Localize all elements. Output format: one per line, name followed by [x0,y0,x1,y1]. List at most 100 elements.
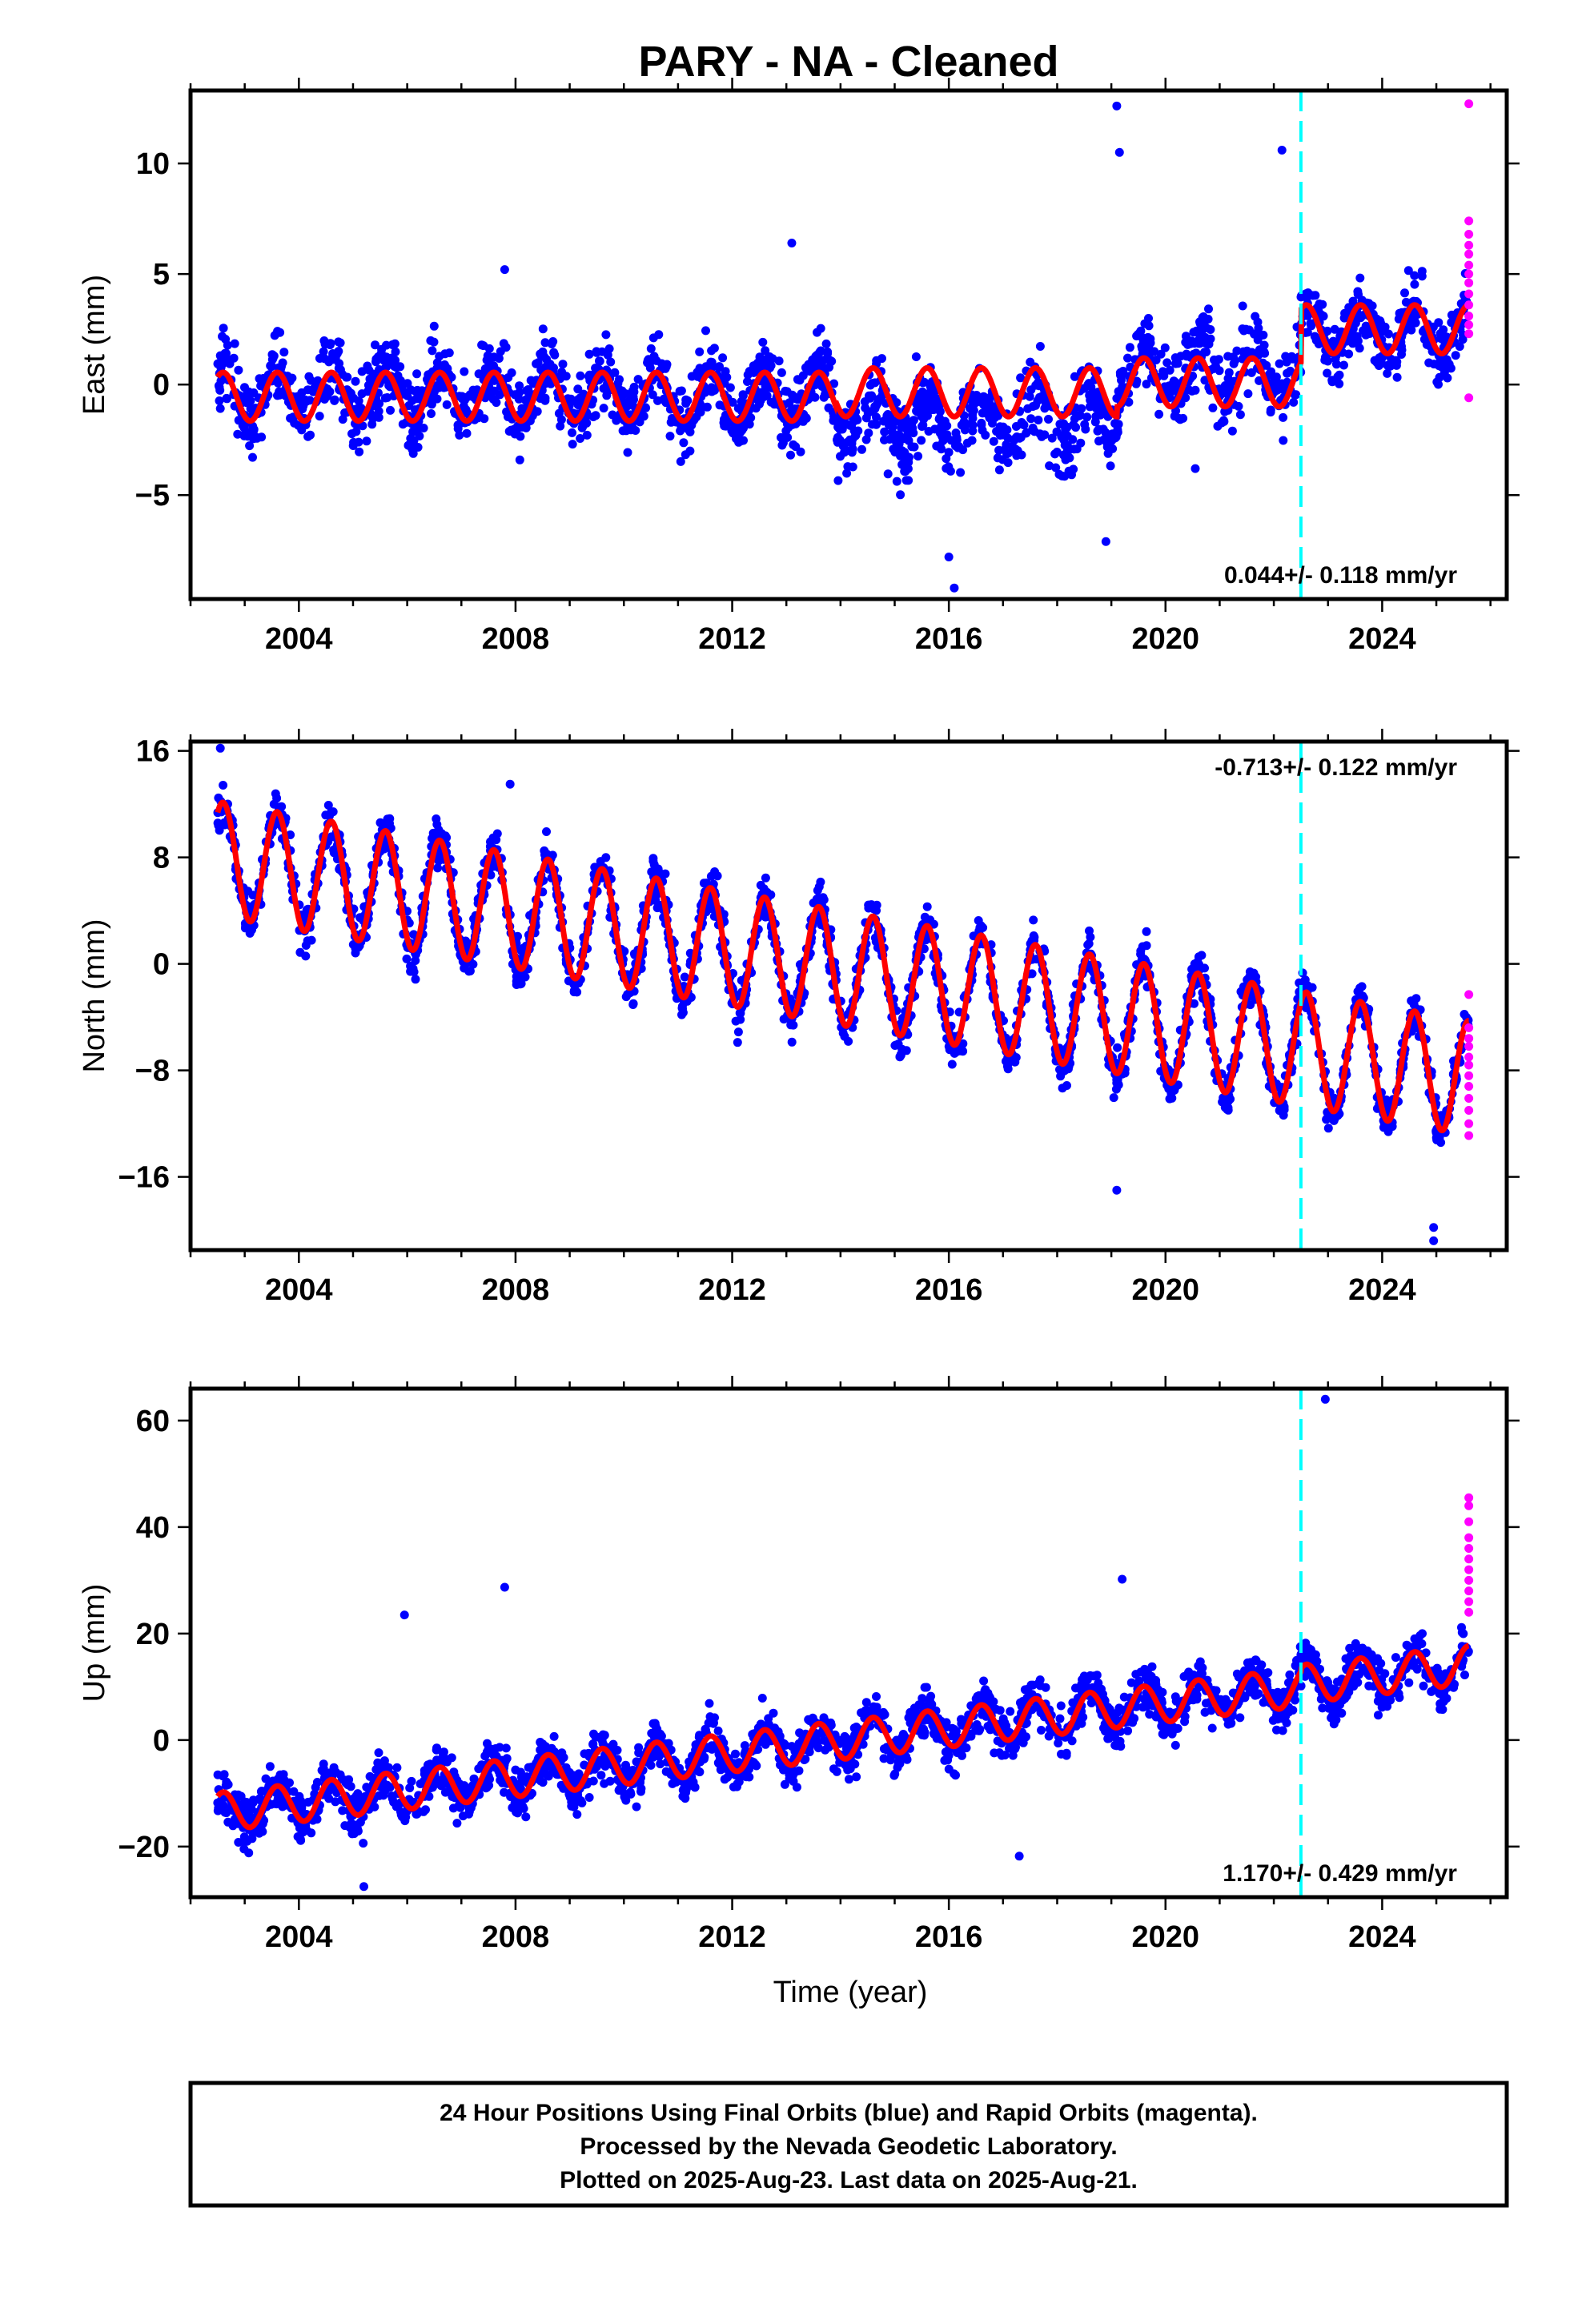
rapid-orbit-point [1464,1052,1474,1062]
data-point [215,385,225,395]
data-point [774,356,784,366]
data-point [1235,410,1245,420]
data-point [349,437,359,447]
data-point [695,347,705,356]
data-point [484,344,494,353]
data-point [608,410,617,420]
data-point [1458,335,1468,344]
data-point [911,352,921,361]
data-point [737,436,746,445]
y-tick-label: 0 [153,368,170,402]
data-point [897,460,907,469]
data-point [1170,412,1179,421]
data-point [1070,372,1079,381]
data-point [1417,267,1427,276]
rapid-orbit-point [1464,216,1474,226]
data-point [1003,1055,1012,1064]
data-point [845,435,855,444]
data-point [702,402,712,412]
data-point [326,339,335,348]
data-point [1353,289,1363,299]
data-point [626,425,636,435]
data-point [550,350,560,360]
x-tick-label: 2008 [482,622,550,656]
data-point [978,393,987,403]
data-point [1115,368,1125,377]
data-point [1254,324,1263,333]
data-point [386,405,395,415]
data-point [628,1000,638,1009]
data-point [1455,342,1464,352]
outlier-point [505,779,515,789]
data-point [623,448,632,457]
data-point [1052,427,1062,436]
data-point [715,400,725,410]
data-point [1214,355,1223,364]
north-model-fit-line [215,799,1470,1134]
data-point [827,356,837,366]
data-point [870,402,880,412]
x-tick-label: 2012 [698,1273,766,1307]
data-point [769,400,779,409]
data-point [323,801,333,810]
data-point [357,367,367,376]
data-point [1403,266,1413,275]
data-point [301,941,311,950]
data-point [633,375,643,384]
data-point [1012,432,1022,441]
data-point [781,426,791,436]
data-point [1134,328,1144,338]
data-point [568,428,576,437]
data-point [1409,1000,1419,1009]
data-point [860,397,869,407]
data-point [718,353,728,363]
data-point [302,396,311,405]
data-point [1223,1096,1233,1106]
data-point [1137,341,1146,351]
data-point [538,324,548,334]
data-point [1331,360,1341,369]
data-point [428,346,437,356]
data-point [1191,385,1200,395]
data-point [968,410,978,420]
y-tick-label: −8 [135,1055,170,1088]
data-point [944,448,954,457]
data-point [1086,932,1095,942]
data-point [1208,403,1218,412]
data-point [1142,380,1151,389]
data-point [496,347,505,356]
x-tick-label: 2004 [265,1273,333,1307]
data-point [659,394,669,404]
data-point [1335,379,1344,388]
data-point [556,421,565,431]
data-point [1271,372,1281,382]
data-point [1094,436,1103,446]
data-point [536,349,545,359]
data-point [354,943,363,952]
data-point [364,365,374,375]
data-point [1002,440,1011,449]
data-point [1204,304,1213,314]
data-point [885,435,894,444]
data-point [359,1839,368,1848]
data-point [396,362,405,372]
data-point [1410,271,1419,280]
data-point [279,348,289,357]
data-point [681,399,691,408]
data-point [515,388,524,397]
data-point [569,987,579,997]
data-point [568,440,577,449]
data-point [1435,372,1444,382]
data-point [1085,402,1094,412]
data-point [755,400,764,409]
data-point [1142,927,1151,936]
data-point [1037,432,1046,441]
data-point [1062,1081,1071,1090]
data-point [474,369,484,379]
data-point [896,490,905,500]
data-point [813,886,822,895]
data-point [219,781,228,790]
data-point [403,379,412,388]
data-point [419,424,428,432]
